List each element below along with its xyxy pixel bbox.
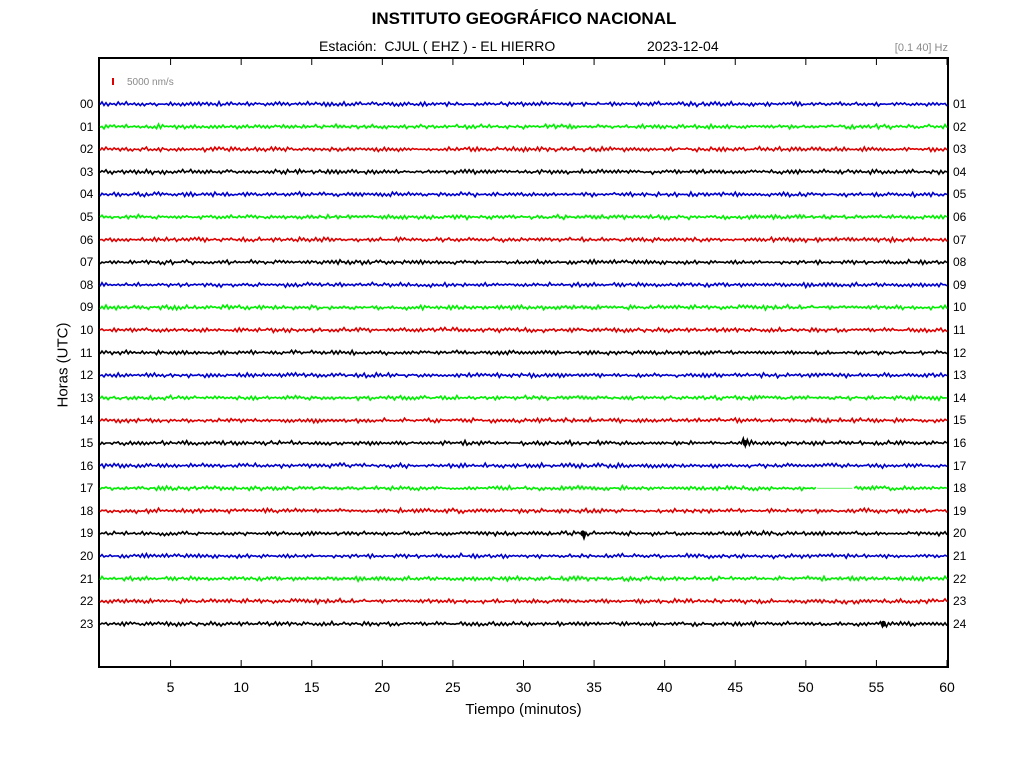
y-tick-right-05: 05 bbox=[953, 187, 967, 202]
y-tick-left-16: 16 bbox=[80, 458, 94, 473]
filter-band-label: [0.1 40] Hz bbox=[894, 42, 948, 54]
trace-hour-03 bbox=[99, 167, 948, 176]
y-tick-left-15: 15 bbox=[80, 436, 94, 450]
y-tick-left-21: 21 bbox=[80, 571, 94, 586]
y-tick-left-07: 07 bbox=[80, 255, 94, 270]
trace-hour-06 bbox=[99, 235, 948, 244]
scale-bar-label: 5000 nm/s bbox=[127, 77, 174, 88]
event-mark-hour-15 bbox=[742, 440, 748, 446]
x-tick-10: 10 bbox=[233, 679, 249, 695]
y-tick-left-22: 22 bbox=[80, 594, 94, 609]
y-tick-left-14: 14 bbox=[80, 413, 94, 428]
trace-hour-01 bbox=[99, 122, 948, 131]
y-tick-right-04: 04 bbox=[953, 164, 967, 179]
y-tick-right-08: 08 bbox=[953, 255, 967, 270]
x-tick-35: 35 bbox=[586, 679, 602, 695]
plot-area bbox=[98, 57, 949, 668]
trace-hour-13 bbox=[99, 393, 948, 402]
y-tick-right-11: 11 bbox=[953, 323, 966, 337]
y-tick-right-23: 23 bbox=[953, 594, 967, 609]
y-tick-left-10: 10 bbox=[80, 323, 94, 337]
x-tick-60: 60 bbox=[939, 679, 955, 695]
y-tick-left-23: 23 bbox=[80, 616, 94, 631]
trace-hour-16 bbox=[99, 461, 948, 470]
y-axis-label: Horas (UTC) bbox=[54, 322, 72, 408]
y-tick-left-00: 00 bbox=[80, 97, 94, 111]
trace-hour-12 bbox=[99, 371, 948, 380]
date-label: 2023-12-04 bbox=[647, 38, 719, 54]
y-tick-right-18: 18 bbox=[953, 481, 967, 496]
y-tick-right-24: 24 bbox=[953, 616, 967, 631]
y-tick-left-06: 06 bbox=[80, 232, 94, 247]
x-tick-5: 5 bbox=[166, 679, 175, 695]
x-tick-55: 55 bbox=[868, 679, 885, 695]
x-tick-45: 45 bbox=[727, 679, 744, 695]
y-tick-right-07: 07 bbox=[953, 232, 967, 247]
trace-hour-09 bbox=[99, 303, 948, 312]
y-tick-right-22: 22 bbox=[953, 571, 967, 586]
trace-hour-00 bbox=[99, 99, 948, 108]
x-tick-30: 30 bbox=[515, 679, 532, 695]
trace-hour-10 bbox=[99, 326, 948, 334]
y-tick-left-01: 01 bbox=[80, 119, 94, 134]
trace-hour-07 bbox=[99, 258, 948, 267]
x-tick-50: 50 bbox=[798, 679, 814, 695]
y-tick-right-13: 13 bbox=[953, 368, 967, 383]
y-tick-right-19: 19 bbox=[953, 503, 967, 518]
y-tick-left-20: 20 bbox=[80, 549, 94, 563]
y-tick-right-06: 06 bbox=[953, 210, 967, 224]
trace-hour-20 bbox=[99, 551, 948, 560]
y-tick-left-05: 05 bbox=[80, 210, 94, 224]
y-tick-right-21: 21 bbox=[953, 549, 967, 563]
y-tick-right-09: 09 bbox=[953, 277, 967, 292]
event-mark-hour-23 bbox=[880, 620, 886, 627]
trace-hour-19 bbox=[99, 529, 948, 541]
y-tick-right-10: 10 bbox=[953, 300, 967, 315]
x-tick-15: 15 bbox=[303, 679, 320, 695]
x-tick-25: 25 bbox=[445, 679, 461, 695]
trace-hour-08 bbox=[99, 281, 948, 290]
y-tick-left-09: 09 bbox=[80, 300, 94, 315]
trace-hour-14 bbox=[99, 416, 948, 425]
y-tick-left-13: 13 bbox=[80, 390, 94, 405]
trace-hour-21 bbox=[99, 574, 948, 584]
trace-hour-22 bbox=[99, 597, 948, 606]
y-tick-left-02: 02 bbox=[80, 142, 94, 157]
y-tick-left-11: 11 bbox=[80, 345, 93, 360]
y-tick-left-19: 19 bbox=[80, 526, 94, 541]
y-tick-left-04: 04 bbox=[80, 187, 94, 202]
trace-hour-04 bbox=[99, 190, 948, 199]
trace-hour-15 bbox=[99, 435, 948, 450]
x-axis-label: Tiempo (minutos) bbox=[465, 701, 582, 718]
x-tick-40: 40 bbox=[656, 679, 673, 695]
trace-hour-05 bbox=[99, 212, 948, 221]
station-label: Estación: CJUL ( EHZ ) - EL HIERRO bbox=[319, 38, 556, 54]
trace-hour-11 bbox=[99, 348, 948, 357]
y-tick-left-08: 08 bbox=[80, 277, 94, 292]
y-tick-right-02: 02 bbox=[953, 119, 967, 134]
page-title: INSTITUTO GEOGRÁFICO NACIONAL bbox=[371, 9, 677, 28]
trace-hour-17 bbox=[99, 483, 948, 492]
y-tick-right-16: 16 bbox=[953, 436, 967, 450]
trace-hour-23 bbox=[99, 619, 948, 629]
x-tick-20: 20 bbox=[374, 679, 391, 695]
y-tick-right-14: 14 bbox=[953, 390, 967, 405]
y-tick-right-03: 03 bbox=[953, 142, 967, 157]
y-tick-right-12: 12 bbox=[953, 345, 967, 360]
trace-hour-02 bbox=[99, 145, 948, 154]
y-tick-right-01: 01 bbox=[953, 97, 967, 111]
trace-hour-18 bbox=[99, 506, 948, 515]
y-tick-left-12: 12 bbox=[80, 368, 94, 383]
event-mark-hour-19 bbox=[580, 530, 586, 537]
y-tick-left-17: 17 bbox=[80, 481, 94, 496]
y-tick-right-15: 15 bbox=[953, 413, 967, 428]
y-tick-right-20: 20 bbox=[953, 526, 967, 541]
y-tick-right-17: 17 bbox=[953, 458, 967, 473]
y-tick-left-18: 18 bbox=[80, 503, 94, 518]
y-tick-left-03: 03 bbox=[80, 164, 94, 179]
